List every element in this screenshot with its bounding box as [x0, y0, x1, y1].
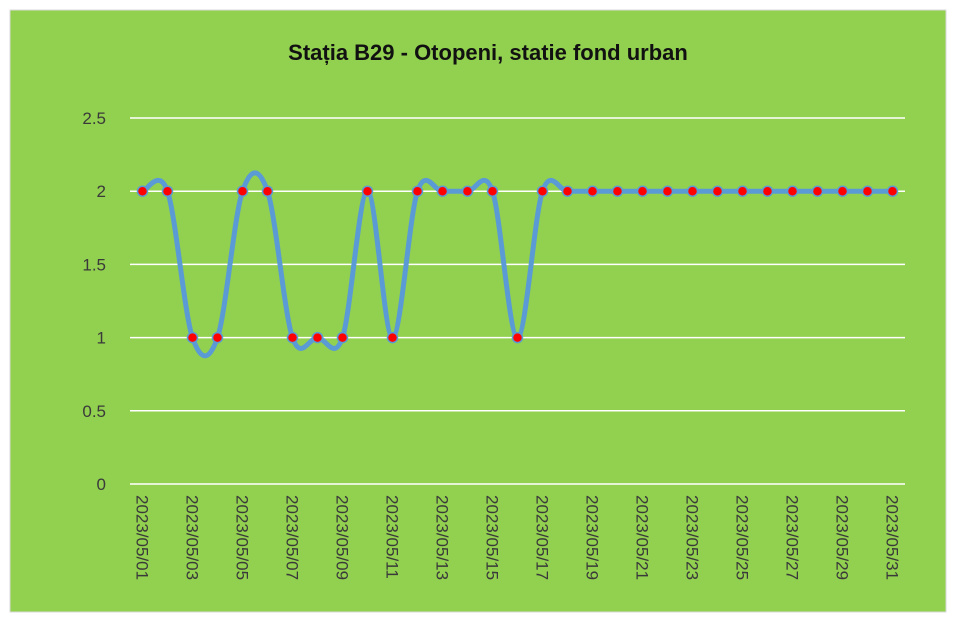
marker: [536, 185, 549, 197]
marker: [761, 185, 774, 197]
marker: [611, 185, 624, 197]
marker: [461, 185, 474, 197]
marker: [786, 185, 799, 197]
x-tick-label: 2023/05/27: [783, 495, 802, 580]
x-tick-label: 2023/05/01: [133, 495, 152, 580]
marker: [261, 185, 274, 197]
marker: [386, 331, 399, 344]
x-tick-label: 2023/05/19: [583, 495, 602, 580]
marker: [336, 331, 349, 344]
marker: [711, 185, 724, 197]
marker: [836, 185, 849, 197]
marker: [686, 185, 699, 197]
marker: [236, 185, 249, 197]
marker: [286, 331, 299, 344]
chart-area: [9, 9, 947, 613]
x-tick-label: 2023/05/31: [883, 495, 902, 580]
x-tick-label: 2023/05/21: [633, 495, 652, 580]
marker: [136, 185, 149, 197]
x-tick-label: 2023/05/09: [333, 495, 352, 580]
marker: [311, 331, 324, 344]
marker: [186, 331, 199, 344]
marker: [486, 185, 499, 197]
marker: [811, 185, 824, 197]
x-tick-label: 2023/05/15: [483, 495, 502, 580]
marker: [736, 185, 749, 197]
x-tick-label: 2023/05/11: [383, 495, 402, 579]
marker: [561, 185, 574, 197]
marker: [361, 185, 374, 197]
y-tick-label: 1: [97, 329, 106, 348]
marker: [586, 185, 599, 197]
chart-title: Stația B29 - Otopeni, statie fond urban: [288, 40, 688, 65]
marker: [861, 185, 874, 197]
y-tick-label: 0: [97, 475, 106, 494]
marker: [511, 331, 524, 344]
y-tick-label: 1.5: [82, 255, 106, 274]
x-tick-label: 2023/05/25: [733, 495, 752, 580]
marker: [411, 185, 424, 197]
y-tick-label: 0.5: [82, 402, 106, 421]
marker: [211, 331, 224, 344]
x-tick-label: 2023/05/13: [433, 495, 452, 580]
marker: [636, 185, 649, 197]
marker: [436, 185, 449, 197]
x-tick-label: 2023/05/03: [183, 495, 202, 580]
marker: [661, 185, 674, 197]
x-tick-label: 2023/05/23: [683, 495, 702, 580]
x-tick-label: 2023/05/07: [283, 495, 302, 580]
y-tick-label: 2: [97, 182, 106, 201]
marker: [886, 185, 899, 197]
x-tick-label: 2023/05/17: [533, 495, 552, 580]
x-tick-label: 2023/05/05: [233, 495, 252, 580]
x-tick-label: 2023/05/29: [833, 495, 852, 580]
marker: [161, 185, 174, 197]
y-tick-label: 2.5: [82, 109, 106, 128]
